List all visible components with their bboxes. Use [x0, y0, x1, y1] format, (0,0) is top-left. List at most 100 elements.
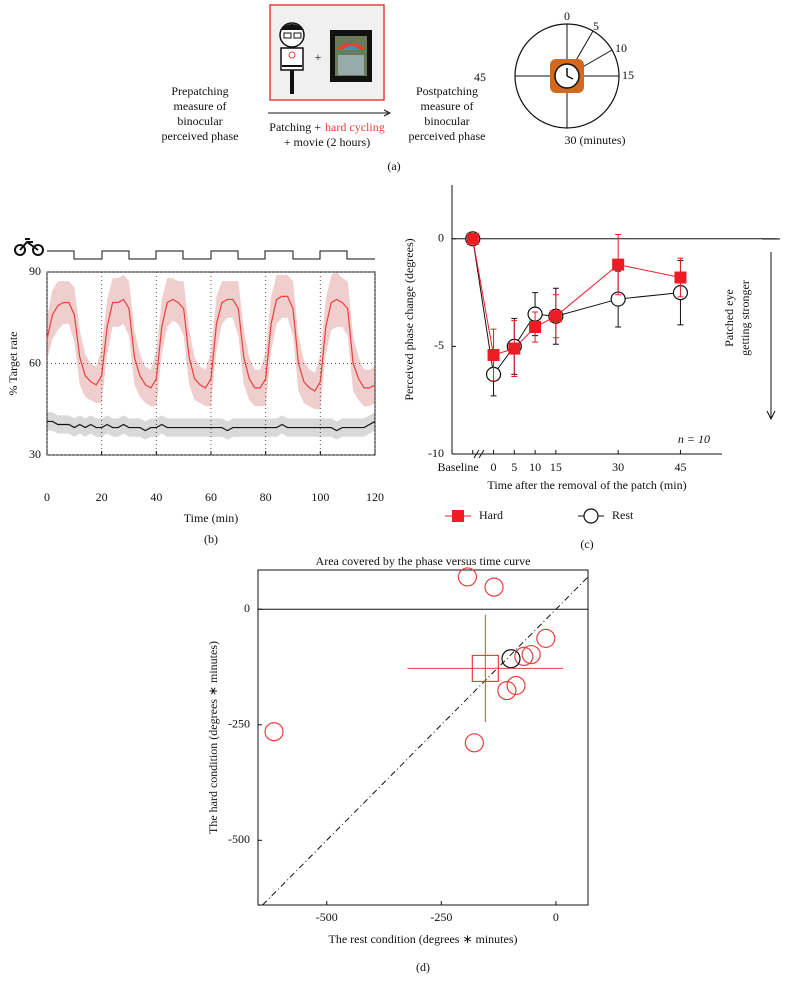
legend-marker	[452, 510, 464, 522]
data-point	[484, 577, 504, 597]
data-point	[506, 675, 526, 696]
y-tick-label: 90	[29, 264, 41, 278]
data-point	[521, 644, 541, 665]
x-tick-label: Baseline	[437, 460, 478, 474]
x-tick-label: 10	[529, 460, 541, 474]
y-tick-label: 30	[29, 447, 41, 461]
x-axis-label: Time (min)	[184, 511, 239, 525]
data-marker	[508, 342, 521, 355]
patching-caption: + movie (2 hours)	[284, 135, 370, 149]
text-line: binocular	[424, 114, 469, 128]
x-axis-label: The rest condition (degrees ∗ minutes)	[329, 932, 518, 946]
patching-caption: Patching + hard cycling	[269, 120, 384, 134]
side-note: getting stronger	[738, 280, 752, 356]
prepatching-text: Prepatching measure of binocular perceiv…	[162, 84, 239, 143]
x-tick-label: 5	[511, 460, 517, 474]
data-point	[501, 649, 521, 669]
data-marker	[529, 321, 542, 334]
data-marker	[487, 349, 500, 362]
text-part: Patching +	[269, 120, 321, 134]
y-tick-label: 0	[244, 601, 250, 615]
panel-label: (d)	[416, 960, 430, 974]
x-tick-label: 0	[491, 460, 497, 474]
mean-marker	[471, 654, 499, 683]
error-band	[47, 412, 375, 440]
axis-break	[473, 449, 485, 459]
x-tick-label: 45	[674, 460, 686, 474]
error-band	[47, 272, 375, 410]
plus-sign: +	[315, 50, 322, 64]
legend-marker	[583, 508, 599, 524]
legend-label: Hard	[479, 508, 503, 522]
data-point	[464, 733, 484, 753]
x-tick-label: -500	[316, 910, 338, 924]
y-tick-label: 0	[438, 231, 444, 245]
text-part: hard cycling	[325, 120, 385, 134]
movie-icon	[330, 30, 372, 82]
text-line: measure of	[174, 99, 227, 113]
x-tick-label: 30	[612, 460, 624, 474]
clock	[514, 23, 620, 129]
data-marker	[674, 271, 687, 284]
panel-label: (c)	[580, 537, 593, 551]
chart-title: Area covered by the phase versus time cu…	[316, 554, 531, 568]
identity-line	[262, 576, 589, 906]
cycling-schedule	[47, 250, 375, 260]
data-line	[46, 295, 376, 392]
clock-label: 15	[622, 68, 634, 82]
clock-label: 10	[615, 41, 627, 55]
side-arrow-head	[766, 410, 776, 421]
data-point	[457, 567, 478, 587]
text-line: perceived phase	[162, 129, 239, 143]
y-tick-label: -500	[228, 832, 250, 846]
x-tick-label: 20	[96, 490, 108, 504]
y-axis-label: Perceived phase change (degrees)	[402, 238, 416, 400]
data-line	[472, 238, 681, 356]
data-point	[497, 680, 517, 701]
data-point	[536, 628, 556, 648]
data-line	[47, 420, 376, 432]
text-line: measure of	[421, 99, 474, 113]
y-axis-label: % Target rate	[6, 331, 20, 395]
clock-label: 5	[593, 19, 599, 33]
clock-label: 45	[474, 70, 486, 84]
data-point	[264, 722, 284, 742]
x-tick-label: 0	[553, 910, 559, 924]
y-axis-label: The hard condition (degrees ∗ minutes)	[206, 641, 220, 834]
x-tick-label: 80	[260, 490, 272, 504]
data-marker	[549, 310, 562, 323]
x-tick-label: 0	[44, 490, 50, 504]
x-axis-label: Time after the removal of the patch (min…	[487, 478, 686, 492]
x-tick-label: 120	[366, 490, 384, 504]
text-line: perceived phase	[409, 129, 486, 143]
panel-label: (b)	[204, 532, 218, 546]
data-line	[472, 238, 681, 376]
side-note: Patched eye	[722, 289, 736, 347]
x-tick-label: 40	[150, 490, 162, 504]
bike-icon	[14, 238, 44, 256]
x-tick-label: 60	[205, 490, 217, 504]
annotation: n = 10	[678, 432, 710, 446]
clock-label: 30 (minutes)	[565, 133, 626, 147]
data-marker	[612, 258, 625, 271]
clock-label: 0	[564, 9, 570, 23]
y-tick-label: -5	[434, 338, 444, 352]
x-tick-label: -250	[430, 910, 452, 924]
postpatching-text: Postpatching measure of binocular percei…	[409, 84, 486, 143]
text-line: binocular	[177, 114, 222, 128]
text-line: Postpatching	[416, 84, 478, 98]
data-marker	[466, 232, 479, 245]
y-tick-label: 60	[29, 355, 41, 369]
text-line: Prepatching	[171, 84, 228, 98]
y-tick-label: -10	[428, 446, 444, 460]
x-tick-label: 100	[311, 490, 329, 504]
panel-label: (a)	[387, 159, 400, 173]
plot-frame	[257, 569, 589, 906]
arrow-head	[383, 109, 392, 117]
y-tick-label: -250	[228, 717, 250, 731]
x-tick-label: 15	[550, 460, 562, 474]
cyclist-icon	[279, 22, 305, 94]
legend-label: Rest	[612, 508, 634, 522]
data-point	[514, 646, 534, 667]
